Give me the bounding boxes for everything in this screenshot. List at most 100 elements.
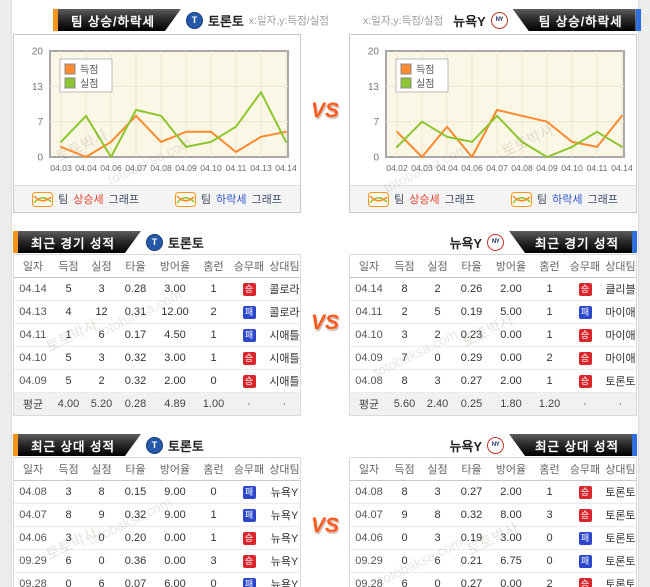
col-header-result: 승무패 — [230, 458, 268, 481]
yankees-trend-chart: 20 13 7 0 04.02 04.03 04.04 04.06 04.07 04.08 04.0… — [350, 35, 636, 185]
cell-opponent: 뉴욕Y — [268, 503, 300, 527]
page-left-gutter — [0, 0, 12, 587]
cell-result: 승 — [230, 346, 268, 370]
cell-date: 04.10 — [350, 323, 388, 347]
series-실점 — [60, 91, 287, 158]
cell-era: 4.50 — [153, 323, 197, 347]
yankees-trend-chart-box: 토토박사 totobaksa.com 20 13 7 0 04.02 04.03 04.04… — [349, 34, 637, 213]
cell-opponent: 콜로라 — [268, 300, 300, 324]
legend-post: 그래프 — [587, 194, 618, 206]
cell-score: 6 — [388, 572, 421, 587]
cell-result: 패 — [566, 526, 604, 550]
cell-date: 04.14 — [14, 277, 52, 301]
trend-banner-right: 팀 상승/하락세 — [512, 9, 641, 31]
cell-home-runs: 1.00 — [197, 392, 230, 415]
toronto-h2h-table-wrap: 토토박사 totobaksa.com 일자 득점 실점 타율 방어율 홈런 승무패 상대팀 04… — [13, 457, 301, 587]
cell-home-runs: 1 — [197, 323, 230, 347]
legend-swatch — [400, 77, 412, 89]
cell-home-runs: 1 — [197, 503, 230, 527]
legend-label: 실점 — [80, 78, 98, 90]
x-tick-label: 04.04 — [75, 163, 97, 173]
x-tick-label: 04.06 — [461, 163, 483, 173]
cell-result: 패 — [230, 480, 268, 504]
axis-note: x:일자,y:득점/실점 — [363, 14, 444, 27]
col-header-era: 방어율 — [153, 458, 197, 481]
table-row: 04.14 8 2 0.26 2.00 1 승 클리블 — [350, 277, 636, 301]
toronto-trend-chart-box: 토토박사 totobaksa.com 20 13 7 0 04.03 04.04 04.06… — [13, 34, 301, 213]
table-row: 04.08 8 3 0.27 2.00 1 승 토론토 — [350, 480, 636, 504]
rise-graph-legend[interactable]: 팀 상승세 그래프 — [368, 191, 475, 207]
lose-badge: 패 — [242, 305, 256, 319]
cell-score: 2 — [388, 300, 421, 324]
col-header-date: 일자 — [14, 255, 52, 278]
banner-accent-bar — [635, 9, 641, 31]
lose-badge: 패 — [242, 485, 256, 499]
col-header-runs-allowed: 실점 — [85, 255, 118, 278]
axis-note: x:일자,y:득점/실점 — [248, 14, 329, 27]
cell-opponent: 뉴욕Y — [268, 480, 300, 504]
win-badge: 승 — [578, 351, 592, 365]
y-tick-label: 20 — [368, 47, 380, 58]
cell-batting-avg: 0.07 — [118, 572, 153, 587]
team-name-toronto[interactable]: 토론토 — [207, 13, 244, 29]
cell-opponent: 시애틀 — [268, 346, 300, 370]
fall-graph-legend[interactable]: 팀 하락세 그래프 — [511, 191, 618, 207]
cell-result: 패 — [230, 300, 268, 324]
y-tick-label: 13 — [368, 82, 380, 93]
toronto-recent-header: 최근 경기 성적 T 토론토 — [13, 230, 301, 254]
win-badge: 승 — [578, 485, 592, 499]
cell-batting-avg: 0.36 — [118, 549, 153, 573]
legend-label: 득점 — [416, 64, 434, 76]
cell-score: 5 — [52, 346, 85, 370]
cell-home-runs: 1 — [533, 369, 566, 393]
fall-graph-icon — [175, 191, 196, 207]
chart-footer-legend: 팀 상승세 그래프 팀 하락세 그래프 — [14, 185, 300, 212]
fall-graph-legend[interactable]: 팀 하락세 그래프 — [175, 191, 282, 207]
cell-era: 8.00 — [489, 503, 533, 527]
cell-batting-avg: 0.32 — [118, 346, 153, 370]
series-실점 — [396, 114, 623, 158]
cell-score: 6 — [52, 549, 85, 573]
team-name-yankees[interactable]: 뉴욕Y — [449, 235, 483, 251]
cell-runs-allowed: 8 — [85, 480, 118, 504]
team-name-toronto[interactable]: 토론토 — [167, 438, 204, 454]
cell-result: 승 — [230, 277, 268, 301]
legend-emphasis: 하락세 — [216, 194, 247, 206]
cell-batting-avg: 0.15 — [118, 480, 153, 504]
col-header-home-runs: 홈런 — [197, 255, 230, 278]
cell-batting-avg: 0.28 — [118, 392, 153, 415]
cell-runs-allowed: 0 — [421, 572, 454, 587]
legend-post: 그래프 — [108, 194, 139, 206]
banner-accent-bar — [632, 231, 637, 253]
table-row: 09.29 0 6 0.21 6.75 0 패 토론토 — [350, 549, 636, 573]
team-name-toronto[interactable]: 토론토 — [167, 235, 204, 251]
yankees-recent-panel: 뉴욕Y NY 최근 경기 성적 토토박사 totobaksa.com 일자 득점 실… — [349, 230, 637, 416]
cell-home-runs: 1 — [197, 277, 230, 301]
cell-runs-allowed: 6 — [421, 549, 454, 573]
cell-runs-allowed: 2.40 — [421, 392, 454, 415]
cell-opponent: · — [268, 392, 300, 415]
cell-score: 3 — [52, 526, 85, 550]
cell-home-runs: 0 — [533, 526, 566, 550]
y-tick-label: 0 — [37, 153, 43, 164]
cell-opponent: 토론토 — [604, 503, 636, 527]
rise-graph-legend[interactable]: 팀 상승세 그래프 — [32, 191, 139, 207]
cell-era: 2.00 — [489, 277, 533, 301]
cell-batting-avg: 0.20 — [118, 526, 153, 550]
col-header-result: 승무패 — [566, 255, 604, 278]
cell-score: 7 — [388, 346, 421, 370]
x-tick-label: 04.11 — [226, 163, 247, 173]
cell-date: 04.11 — [350, 300, 388, 324]
team-name-yankees[interactable]: 뉴욕Y — [453, 13, 486, 29]
legend-pre: 팀 — [201, 194, 212, 206]
toronto-logo-icon: T — [145, 233, 163, 251]
x-tick-label: 04.08 — [511, 163, 533, 173]
lose-badge: 패 — [578, 531, 592, 545]
y-tick-label: 13 — [32, 82, 44, 93]
x-tick-label: 04.03 — [411, 163, 433, 173]
cell-result: 패 — [566, 300, 604, 324]
table-row: 04.06 3 0 0.20 0.00 1 승 뉴욕Y — [14, 526, 300, 550]
team-name-yankees[interactable]: 뉴욕Y — [449, 438, 483, 454]
cell-batting-avg: 0.27 — [454, 369, 489, 393]
